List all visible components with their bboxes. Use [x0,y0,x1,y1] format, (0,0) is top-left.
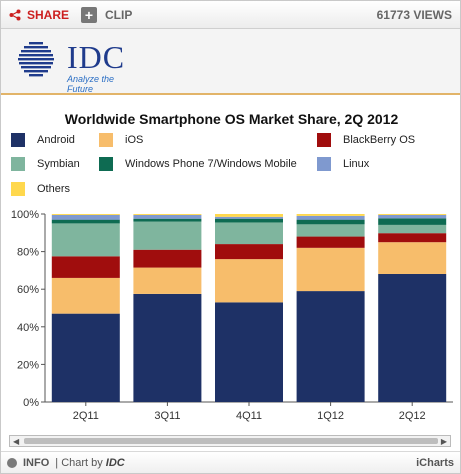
legend-swatch-ios [99,133,113,147]
bar-segment-linux-2q11 [51,214,120,220]
chart-by-label: | Chart by [55,456,103,469]
bar-segment-linux-1q12 [296,215,365,220]
chart-by-brand[interactable]: IDC [105,456,125,469]
logo-text: IDC [67,39,126,75]
y-tick-label: 100% [11,209,39,221]
chart-title: Worldwide Smartphone OS Market Share, 2Q… [64,111,399,127]
bar-segment-linux-4q11 [215,216,283,219]
globe-icon [18,42,54,77]
legend-swatch-others [11,182,25,196]
scroll-left-icon[interactable]: ◀ [13,437,20,446]
bar-segment-others-1q12 [296,214,365,216]
legend-label-others: Others [37,183,71,195]
legend-label-blackberry: BlackBerry OS [343,134,416,146]
bar-segment-others-4q11 [215,214,283,217]
plus-icon: + [81,6,98,23]
share-label: SHARE [27,7,70,22]
scroll-right-icon[interactable]: ▶ [440,437,447,446]
bar-segment-blackberry-2q11 [51,256,120,278]
logo-band: IDC Analyze the Future [1,29,460,95]
info-icon[interactable] [7,457,17,468]
bar-segment-linux-2q12 [378,214,447,219]
bar-segment-android-2q11 [51,313,120,402]
bar-segment-ios-3q11 [133,267,202,294]
bar-segment-symbian-2q11 [51,223,120,257]
legend-swatch-windows [99,157,113,171]
legend-item-others: Others [11,182,70,196]
bar-segment-linux-3q11 [133,214,202,219]
legend-item-linux: Linux [317,157,369,171]
share-icon [9,9,21,20]
y-tick-label: 40% [17,322,39,334]
y-tick-label: 80% [17,247,39,259]
horizontal-scrollbar[interactable]: ◀ ▶ [9,435,451,447]
y-tick-label: 0% [23,397,39,409]
x-tick-label: 2Q11 [73,410,99,422]
y-tick-label: 60% [17,284,39,296]
bar-segment-ios-4q11 [215,259,283,303]
legend-label-linux: Linux [343,158,370,170]
clip-label: CLIP [105,7,133,22]
bar-segment-blackberry-4q11 [215,244,283,260]
scrollbar-thumb[interactable] [24,438,438,444]
footer: INFO | Chart by IDC iCharts [1,451,460,473]
bar-segment-symbian-4q11 [215,222,283,245]
bar-segment-blackberry-2q12 [378,233,447,243]
bar-segment-symbian-3q11 [133,221,202,250]
bar-segment-ios-2q12 [378,242,447,274]
bar-segment-windows-1q12 [296,219,365,225]
legend-swatch-linux [317,157,331,171]
info-link[interactable]: INFO [23,456,50,469]
legend-item-symbian: Symbian [11,157,80,171]
bar-segment-android-1q12 [296,291,365,402]
idc-logo: IDC Analyze the Future [15,39,135,94]
bar-segment-windows-2q11 [51,219,120,224]
legend-item-android: Android [11,133,75,147]
x-tick-label: 1Q12 [317,410,344,422]
legend-item-blackberry: BlackBerry OS [317,133,415,147]
legend-swatch-android [11,133,25,147]
bar-segment-others-3q11 [133,214,202,215]
clip-button[interactable]: + CLIP [81,6,133,23]
bar-segment-others-2q12 [378,214,447,215]
legend-label-android: Android [37,134,75,146]
bar-segment-windows-4q11 [215,218,283,223]
toolbar: SHARE + CLIP 61773 VIEWS [1,1,460,29]
x-tick-label: 4Q11 [236,410,262,422]
legend-swatch-symbian [11,157,25,171]
bar-segment-symbian-2q12 [378,224,447,234]
bar-segment-ios-1q12 [296,247,365,292]
view-count: 61773 VIEWS [376,7,452,22]
legend-swatch-blackberry [317,133,331,147]
bar-segment-android-3q11 [133,293,202,402]
legend-item-ios: iOS [99,133,143,147]
bar-segment-symbian-1q12 [296,224,365,237]
bar-segment-android-4q11 [215,302,283,402]
logo-tagline: Analyze the Future [67,74,115,94]
share-button[interactable]: SHARE [9,8,69,22]
bar-segment-blackberry-1q12 [296,236,365,248]
bar-segment-blackberry-3q11 [133,249,202,268]
stacked-bar-chart: 0% 20% 40% 60% 80% 100% 2Q11 3Q11 4Q11 1Q12 2Q12 [11,209,453,422]
icharts-link[interactable]: iCharts [416,456,454,469]
bar-segment-android-2q12 [378,273,447,402]
legend-label-windows: Windows Phone 7/Windows Mobile [125,158,297,170]
x-tick-label: 3Q11 [154,410,180,422]
bar-segment-windows-2q12 [378,218,447,225]
bar-segment-ios-2q11 [51,277,120,314]
bar-segment-others-2q11 [51,214,120,215]
legend-item-windows: Windows Phone 7/Windows Mobile [99,157,297,171]
y-tick-label: 20% [17,359,39,371]
legend-label-symbian: Symbian [37,158,80,170]
x-tick-label: 2Q12 [399,410,426,422]
bar-segment-windows-3q11 [133,218,202,222]
legend-label-ios: iOS [125,134,144,146]
